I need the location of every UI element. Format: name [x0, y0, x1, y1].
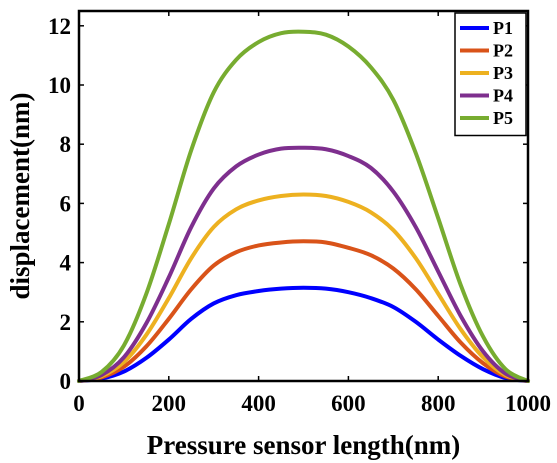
x-tick-label: 0	[73, 391, 85, 416]
y-tick-label: 4	[60, 251, 72, 276]
y-tick-label: 8	[60, 132, 72, 157]
series-line-p2	[77, 239, 530, 383]
y-axis-label: displacement(nm)	[5, 93, 35, 300]
x-tick-label: 200	[152, 391, 187, 416]
series-lines	[77, 29, 530, 383]
tick-labels: 0 200 400 600 800 1000 0 2 4 6 8 10 12	[48, 14, 551, 416]
legend-label-p2: P2	[493, 41, 513, 61]
series-line-p1	[77, 285, 530, 383]
y-tick-label: 12	[48, 14, 71, 39]
y-tick-label: 6	[60, 191, 72, 216]
x-tick-label: 600	[331, 391, 366, 416]
legend-label-p5: P5	[493, 108, 513, 128]
x-tick-label: 1000	[505, 391, 551, 416]
x-axis-label: Pressure sensor length(nm)	[147, 430, 461, 460]
legend-label-p4: P4	[493, 86, 513, 106]
y-tick-label: 2	[60, 310, 72, 335]
plot-frame	[77, 9, 530, 383]
series-line-p5	[77, 29, 530, 383]
y-tick-label: 10	[48, 73, 71, 98]
series-line-p3	[77, 192, 530, 383]
x-tick-label: 800	[421, 391, 456, 416]
legend-label-p3: P3	[493, 63, 513, 83]
x-tick-label: 400	[241, 391, 276, 416]
series-line-p4	[77, 145, 530, 383]
y-tick-label: 0	[60, 369, 72, 394]
legend-label-p1: P1	[493, 18, 513, 38]
